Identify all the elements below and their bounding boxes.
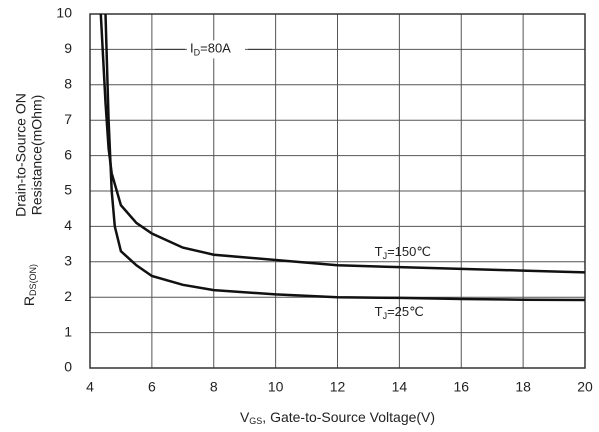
x-tick-label: 6 [148,379,156,395]
annotation-part: I [190,41,194,56]
annotation-bg [187,40,245,59]
x-axis-label-part: , Gate-to-Source Voltage(V) [262,409,435,425]
legend-label-part: =150℃ [387,244,431,259]
y-axis-label-line: Drain-to-Source ON [13,93,29,217]
annotation-part: =80A [200,41,231,56]
plot-frame [89,13,586,369]
x-tick-label: 14 [392,379,408,395]
y-axis-label-part: DS(ON) [28,264,38,296]
legend-label: TJ=25℃ [375,305,424,322]
x-tick-label: 8 [210,379,218,395]
y-tick-label: 8 [64,76,72,92]
y-tick-label: 9 [64,40,72,56]
y-tick-label: 3 [64,253,72,269]
legend-label-part: T [375,244,383,259]
x-axis-label-part: V [240,409,250,425]
y-axis-label: Drain-to-Source ON Resistance(mOhm) RDS(ON… [13,93,45,306]
y-axis-label-line: Resistance(mOhm) [29,95,45,216]
y-tick-label: 4 [64,217,72,233]
legend-label: TJ=150℃ [375,244,431,261]
y-tick-label: 2 [64,288,72,304]
y-axis-label-symbol: RDS(ON) [21,264,39,306]
y-tick-label: 5 [64,182,72,198]
x-tick-label: 18 [515,379,531,395]
x-tick-label: 12 [330,379,346,395]
y-axis-label-part: R [21,296,37,306]
legend-label-part: T [375,305,383,320]
x-axis-label-part: GS [249,416,262,426]
y-tick-label: 10 [56,5,72,21]
y-tick-label: 0 [64,359,72,375]
x-tick-label: 10 [268,379,284,395]
annotation-part: D [194,48,201,58]
y-tick-label: 6 [64,146,72,162]
legend-label-part: =25℃ [387,305,424,320]
legend-label-part: J [383,312,388,322]
annotation: ID=80A [190,41,231,58]
curve [104,13,586,302]
y-tick-label: 7 [64,111,72,127]
curve [99,13,586,274]
x-tick-label: 4 [86,379,94,395]
x-tick-label: 16 [453,379,469,395]
x-axis-label: VGS, Gate-to-Source Voltage(V) [240,409,435,427]
legend-label-part: J [383,251,388,261]
x-tick-label: 20 [577,379,593,395]
y-tick-label: 1 [64,323,72,339]
